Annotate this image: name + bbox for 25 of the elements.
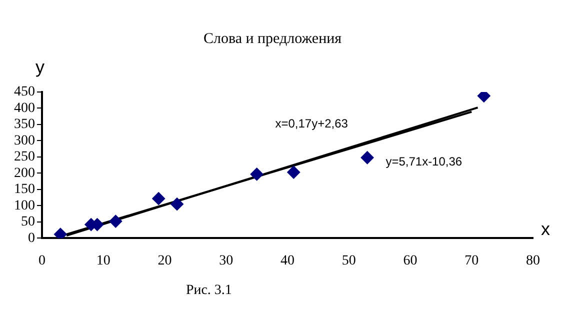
y-tick-label: 350 [14,117,35,132]
y-tick-label: 200 [14,166,35,181]
y-axis-title: y [36,56,44,77]
x-tick-label: 10 [96,253,110,268]
y-tick-label: 300 [14,133,35,148]
x-tick-label: 20 [158,253,172,268]
x-tick-label: 40 [280,253,294,268]
y-tick-label: 400 [14,100,35,116]
chart-title: Слова и предложения [203,30,342,47]
text: Рис. 3.1 [186,282,232,298]
x-tick-label: 80 [526,253,540,268]
y-tick-label: 250 [14,150,35,165]
x-tick-label: 70 [464,253,479,268]
x-tick-label: 50 [342,253,356,268]
x-tick-label: 0 [38,253,46,268]
y-tick-label: 100 [14,198,35,214]
x-tick-label: 60 [403,253,418,268]
y-tick-label: 150 [14,182,35,198]
y-tick-label: 0 [28,230,35,246]
annotation: y=5,71x-10,36 [386,154,462,168]
y-tick-label: 450 [14,84,35,100]
x-axis-title: x [541,219,550,240]
x-tick-label: 30 [219,253,234,268]
y-tick-label: 50 [21,214,35,230]
annotation: x=0,17y+2,63 [275,116,348,130]
